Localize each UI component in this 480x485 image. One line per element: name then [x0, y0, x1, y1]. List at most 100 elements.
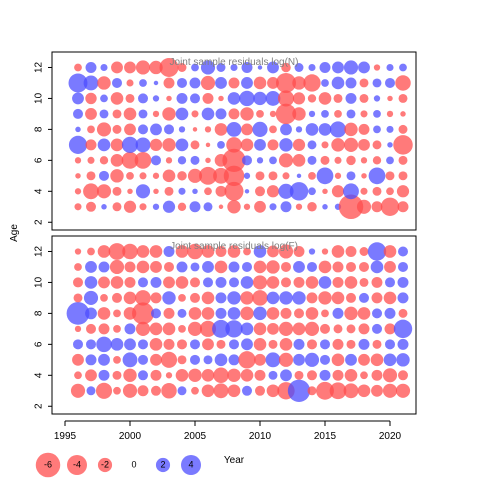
bubble-point — [204, 126, 212, 133]
bubble-point — [213, 367, 229, 384]
bubble-point — [99, 156, 109, 165]
bubble-point — [112, 202, 122, 212]
bubble-point — [266, 260, 280, 274]
bubble-point — [74, 325, 82, 333]
bubble-point — [124, 323, 136, 335]
bubble-point — [244, 189, 250, 194]
bubble-point — [346, 261, 356, 272]
bubble-point — [344, 368, 358, 382]
bubble-point — [212, 319, 230, 338]
bubble-point — [176, 261, 188, 273]
bubble-point — [163, 338, 175, 350]
bubble-point — [177, 355, 187, 365]
bubble-point — [188, 307, 202, 320]
bubble-point — [215, 246, 227, 257]
bubble-point — [307, 140, 317, 150]
bubble-point — [135, 290, 151, 306]
bubble-point — [396, 185, 410, 198]
bubble-point — [307, 261, 317, 272]
bubble-point — [344, 306, 358, 321]
bubble-point — [160, 351, 178, 368]
legend-bubble — [155, 457, 171, 473]
x-tick-label: 2000 — [119, 431, 142, 442]
bubble-point — [75, 126, 81, 133]
legend-bubble — [67, 455, 87, 475]
bubble-point — [338, 194, 364, 220]
bubble-point — [293, 276, 305, 288]
bubble-point — [164, 186, 174, 196]
bubble-point — [276, 72, 296, 93]
bubble-point — [163, 307, 175, 319]
bubble-point — [139, 203, 147, 211]
bubble-point — [135, 137, 151, 153]
bubble-point — [165, 157, 173, 164]
bubble-point — [187, 243, 203, 260]
x-tick-label: 2015 — [314, 431, 337, 442]
bubble-point — [255, 385, 265, 396]
bubble-point — [165, 372, 173, 379]
bubble-point — [73, 293, 83, 303]
bubble-point — [373, 125, 381, 134]
bubble-point — [360, 110, 368, 118]
bubble-point — [252, 290, 268, 306]
bubble-point — [222, 148, 246, 172]
bubble-point — [371, 276, 383, 288]
bubble-point — [227, 92, 241, 105]
bubble-point — [307, 202, 317, 212]
bubble-point — [384, 261, 396, 273]
bubble-point — [201, 245, 215, 258]
bubble-point — [178, 294, 186, 302]
bubble-point — [384, 307, 396, 319]
bubble-point — [112, 370, 122, 380]
bubble-point — [294, 63, 304, 72]
bubble-point — [307, 155, 317, 165]
bubble-point — [162, 138, 176, 152]
bubble-point — [134, 151, 152, 169]
bubble-point — [86, 339, 96, 350]
x-tick-label: 2010 — [249, 431, 272, 442]
bubble-point — [149, 338, 163, 351]
bubble-point — [190, 155, 200, 165]
bubble-point — [189, 77, 201, 89]
bubble-point — [358, 123, 370, 135]
bubble-point — [253, 245, 267, 258]
bubble-point — [384, 323, 396, 335]
bubble-point — [136, 245, 150, 258]
bubble-point — [95, 382, 113, 399]
bubble-point — [240, 291, 254, 305]
bubble-point — [385, 339, 395, 350]
bubble-point — [243, 247, 251, 256]
bubble-point — [190, 292, 200, 303]
bubble-point — [371, 384, 383, 397]
bubble-point — [96, 122, 112, 137]
bubble-point — [110, 338, 124, 351]
bubble-point — [87, 156, 95, 164]
bubble-point — [214, 123, 228, 136]
bubble-point — [138, 124, 148, 135]
bubble-point — [306, 292, 318, 304]
bubble-point — [254, 200, 266, 213]
bubble-point — [386, 63, 394, 72]
legend-label: -2 — [101, 459, 109, 469]
bubble-point — [70, 383, 86, 398]
bubble-point — [292, 291, 306, 305]
bubble-point — [303, 74, 321, 92]
bubble-point — [150, 292, 162, 304]
bubble-point — [269, 156, 277, 165]
legend-bubble — [181, 455, 201, 475]
bubble-point — [308, 110, 316, 118]
bubble-point — [73, 339, 83, 350]
bubble-point — [175, 368, 189, 382]
bubble-point — [343, 60, 359, 75]
bubble-point — [397, 338, 409, 350]
bubble-point — [203, 202, 213, 212]
bubble-point — [204, 187, 212, 196]
bubble-point — [135, 321, 151, 336]
bubble-point — [74, 371, 82, 380]
bubble-point — [346, 155, 356, 166]
bubble-point — [360, 157, 368, 164]
bubble-point — [370, 260, 384, 274]
bubble-point — [308, 63, 316, 72]
bubble-point — [228, 77, 240, 89]
bubble-point — [86, 386, 96, 396]
